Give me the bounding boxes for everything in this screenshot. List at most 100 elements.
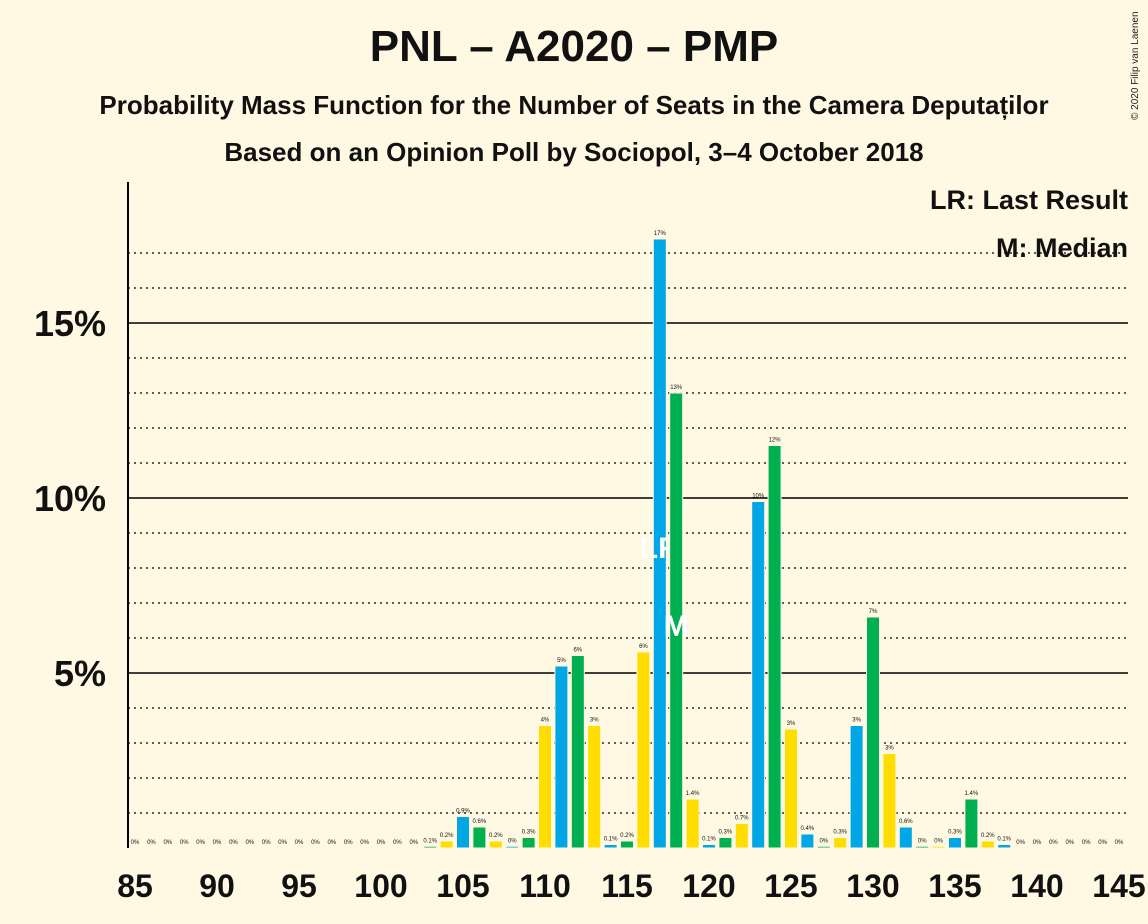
bar-label-seat-144: 0% <box>1098 840 1107 846</box>
bar-seat-117 <box>652 238 667 849</box>
median-marker: M <box>664 610 689 643</box>
bar-seat-120 <box>702 844 716 849</box>
bar-label-seat-85: 0% <box>131 840 140 846</box>
bar-seat-138 <box>997 844 1012 849</box>
bar-label-seat-108: 0% <box>508 838 517 844</box>
bar-label-seat-128: 0.3% <box>833 830 847 836</box>
bar-seat-111 <box>554 665 569 849</box>
bar-label-seat-111: 5% <box>557 658 566 664</box>
bar-label-seat-142: 0% <box>1065 840 1074 846</box>
bar-seat-121 <box>718 837 733 849</box>
axes: 5% 10% 15% 85 90 95 100 105 110 115 120 125 130 135 14… <box>34 182 1146 904</box>
bar-label-seat-134: 0% <box>934 838 943 844</box>
bar-seat-123 <box>751 501 766 849</box>
bar-label-seat-102: 0% <box>409 840 418 846</box>
bar-label-seat-93: 0% <box>262 840 271 846</box>
bar-seat-115 <box>620 840 634 849</box>
bar-label-seat-129: 3% <box>852 718 861 724</box>
bar-seat-129 <box>849 725 864 849</box>
bar-label-seat-96: 0% <box>311 840 320 846</box>
y-tick-label: 15% <box>34 303 106 344</box>
bar-label-seat-89: 0% <box>196 840 205 846</box>
bar-label-seat-133: 0% <box>918 838 927 844</box>
bar-label-seat-139: 0% <box>1016 840 1025 846</box>
bar-seat-134 <box>931 845 946 849</box>
bar-label-seat-135: 0.3% <box>948 830 962 836</box>
chart-title: PNL – A2020 – PMP <box>369 22 779 71</box>
bar-seat-113 <box>587 725 602 849</box>
bar-seat-119 <box>685 798 700 849</box>
bar-seat-116 <box>636 651 651 849</box>
chart-subtitle-poll: Based on an Opinion Poll by Sociopol, 3–… <box>224 137 924 167</box>
bar-label-seat-116: 6% <box>639 644 648 650</box>
bar-label-seat-86: 0% <box>147 840 156 846</box>
bar-seat-103 <box>423 845 438 849</box>
bar-label-seat-130: 7% <box>869 609 878 615</box>
x-tick-label: 120 <box>682 868 735 904</box>
bars: 0% 0% 0% 0% 0% 0% 0% 0% 0% 0% 0% 0% 0% 0% 0% 0% 0% 0% 0.1%… <box>131 231 1124 849</box>
x-tick-label: 130 <box>846 868 899 904</box>
bar-label-seat-114: 0.1% <box>604 837 618 843</box>
y-tick-label: 5% <box>54 653 106 694</box>
x-tick-label: 95 <box>281 868 317 904</box>
bar-label-seat-107: 0.2% <box>489 833 503 839</box>
bar-seat-135 <box>948 837 962 849</box>
bar-seat-130 <box>866 616 880 849</box>
bar-label-seat-106: 0.6% <box>473 819 487 825</box>
x-tick-label: 105 <box>436 868 489 904</box>
bar-seat-137 <box>980 840 995 849</box>
bar-label-seat-117: 17% <box>654 231 667 237</box>
bar-label-seat-88: 0% <box>180 840 189 846</box>
bar-label-seat-121: 0.3% <box>719 830 733 836</box>
bar-label-seat-103: 0.1% <box>423 838 437 844</box>
bar-label-seat-90: 0% <box>213 840 222 846</box>
bar-label-seat-87: 0% <box>163 840 172 846</box>
bar-label-seat-115: 0.2% <box>620 833 634 839</box>
bar-label-seat-124: 12% <box>769 438 782 444</box>
x-tick-label: 125 <box>764 868 817 904</box>
bar-seat-122 <box>734 823 749 849</box>
x-tick-label: 100 <box>354 868 407 904</box>
bar-seat-136 <box>964 798 979 849</box>
bar-label-seat-98: 0% <box>344 840 353 846</box>
x-tick-label: 115 <box>601 868 653 904</box>
x-tick-label: 135 <box>928 868 981 904</box>
bar-label-seat-123: 10% <box>752 494 765 500</box>
bar-label-seat-95: 0% <box>295 840 304 846</box>
bar-seat-109 <box>521 837 536 849</box>
chart-subtitle: Probability Mass Function for the Number… <box>99 90 1049 120</box>
bar-label-seat-94: 0% <box>278 840 287 846</box>
bar-seat-131 <box>882 753 897 849</box>
bar-seat-125 <box>784 728 798 849</box>
x-tick-label: 90 <box>199 868 235 904</box>
legend-median: M: Median <box>996 233 1128 263</box>
bar-seat-133 <box>915 845 930 849</box>
x-tick-label: 145 <box>1092 868 1145 904</box>
bar-seat-126 <box>800 833 815 849</box>
bar-seat-118 <box>669 392 684 849</box>
bar-seat-132 <box>898 826 913 849</box>
bar-label-seat-105: 0.9% <box>456 809 470 815</box>
bar-label-seat-136: 1.4% <box>965 791 979 797</box>
bar-label-seat-127: 0% <box>819 838 828 844</box>
bar-seat-127 <box>816 845 831 849</box>
bar-seat-128 <box>833 837 848 849</box>
bar-label-seat-119: 1.4% <box>686 791 700 797</box>
bar-seat-112 <box>570 655 585 849</box>
bar-seat-105 <box>456 816 470 849</box>
bar-label-seat-110: 4% <box>541 718 550 724</box>
bar-seat-107 <box>488 840 503 849</box>
bar-seat-108 <box>505 845 520 849</box>
bar-seat-106 <box>472 826 487 849</box>
grid-lines <box>128 252 1128 814</box>
bar-label-seat-101: 0% <box>393 840 402 846</box>
bar-label-seat-109: 0.3% <box>522 830 536 836</box>
bar-label-seat-145: 0% <box>1115 840 1124 846</box>
bar-label-seat-112: 6% <box>573 648 582 654</box>
bar-label-seat-100: 0% <box>377 840 386 846</box>
bar-label-seat-104: 0.2% <box>440 833 454 839</box>
bar-label-seat-120: 0.1% <box>702 837 716 843</box>
bar-label-seat-99: 0% <box>360 840 369 846</box>
x-tick-label: 110 <box>519 868 571 904</box>
bar-seat-114 <box>603 844 618 849</box>
